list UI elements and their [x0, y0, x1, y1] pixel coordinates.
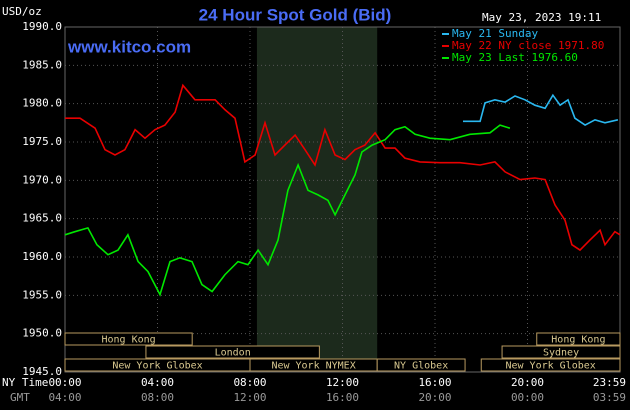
session-box [536, 332, 621, 346]
legend-label: May 21 Sunday [452, 27, 538, 40]
x2-tick-label: 08:00 [141, 391, 174, 404]
y-tick-label: 1945.0 [22, 365, 62, 378]
y-tick-label: 1990.0 [22, 20, 62, 33]
session-label: Hong Kong [551, 335, 605, 346]
session-box [480, 358, 621, 372]
x2-tick-label: 04:00 [48, 391, 81, 404]
session-label: New York NYMEX [271, 361, 355, 372]
session-label: New York Globex [112, 361, 202, 372]
x-tick-label: 20:00 [511, 376, 544, 389]
session-label: London [215, 348, 251, 359]
y-tick-label: 1965.0 [22, 212, 62, 225]
session-box [64, 332, 193, 346]
x2-axis-label: GMT [10, 391, 30, 404]
series-line [64, 124, 511, 297]
y-tick-label: 1980.0 [22, 97, 62, 110]
shaded-range [256, 27, 378, 372]
timestamp: May 23, 2023 19:11 [482, 11, 601, 24]
x2-tick-label: 16:00 [326, 391, 359, 404]
session-label: Sydney [543, 348, 579, 359]
y-tick-label: 1975.0 [22, 135, 62, 148]
legend-label: May 22 NY close 1971.80 [452, 39, 604, 52]
series-line [65, 83, 621, 252]
session-box [145, 345, 320, 359]
session-box [376, 358, 466, 372]
y-tick-label: 1970.0 [22, 173, 62, 186]
x2-tick-label: 20:00 [418, 391, 451, 404]
x-tick-label: 08:00 [233, 376, 266, 389]
x-tick-label: 23:59 [593, 376, 626, 389]
website: www.kitco.com [67, 37, 191, 56]
plot-frame [64, 26, 621, 373]
y-tick-label: 1960.0 [22, 250, 62, 263]
x-tick-label: 16:00 [418, 376, 451, 389]
y-tick-label: 1985.0 [22, 58, 62, 71]
x2-tick-label: 03:59 [593, 391, 626, 404]
x-tick-label: 00:00 [48, 376, 81, 389]
y-tick-label: 1950.0 [22, 327, 62, 340]
x-axis-label: NY Time [2, 376, 48, 389]
legend-label: May 23 Last 1976.60 [452, 51, 578, 64]
plot-underlay [64, 26, 621, 373]
x-tick-label: 04:00 [141, 376, 174, 389]
x2-tick-label: 12:00 [233, 391, 266, 404]
unit-label: USD/oz [2, 5, 42, 18]
series-line [463, 93, 619, 127]
session-label: Hong Kong [102, 335, 156, 346]
session-label: New York Globex [505, 361, 595, 372]
y-tick-label: 1955.0 [22, 288, 62, 301]
x2-tick-label: 00:00 [511, 391, 544, 404]
session-box [501, 345, 621, 359]
session-label: NY Globex [394, 361, 448, 372]
chart-title: 24 Hour Spot Gold (Bid) [199, 5, 392, 24]
x-tick-label: 12:00 [326, 376, 359, 389]
